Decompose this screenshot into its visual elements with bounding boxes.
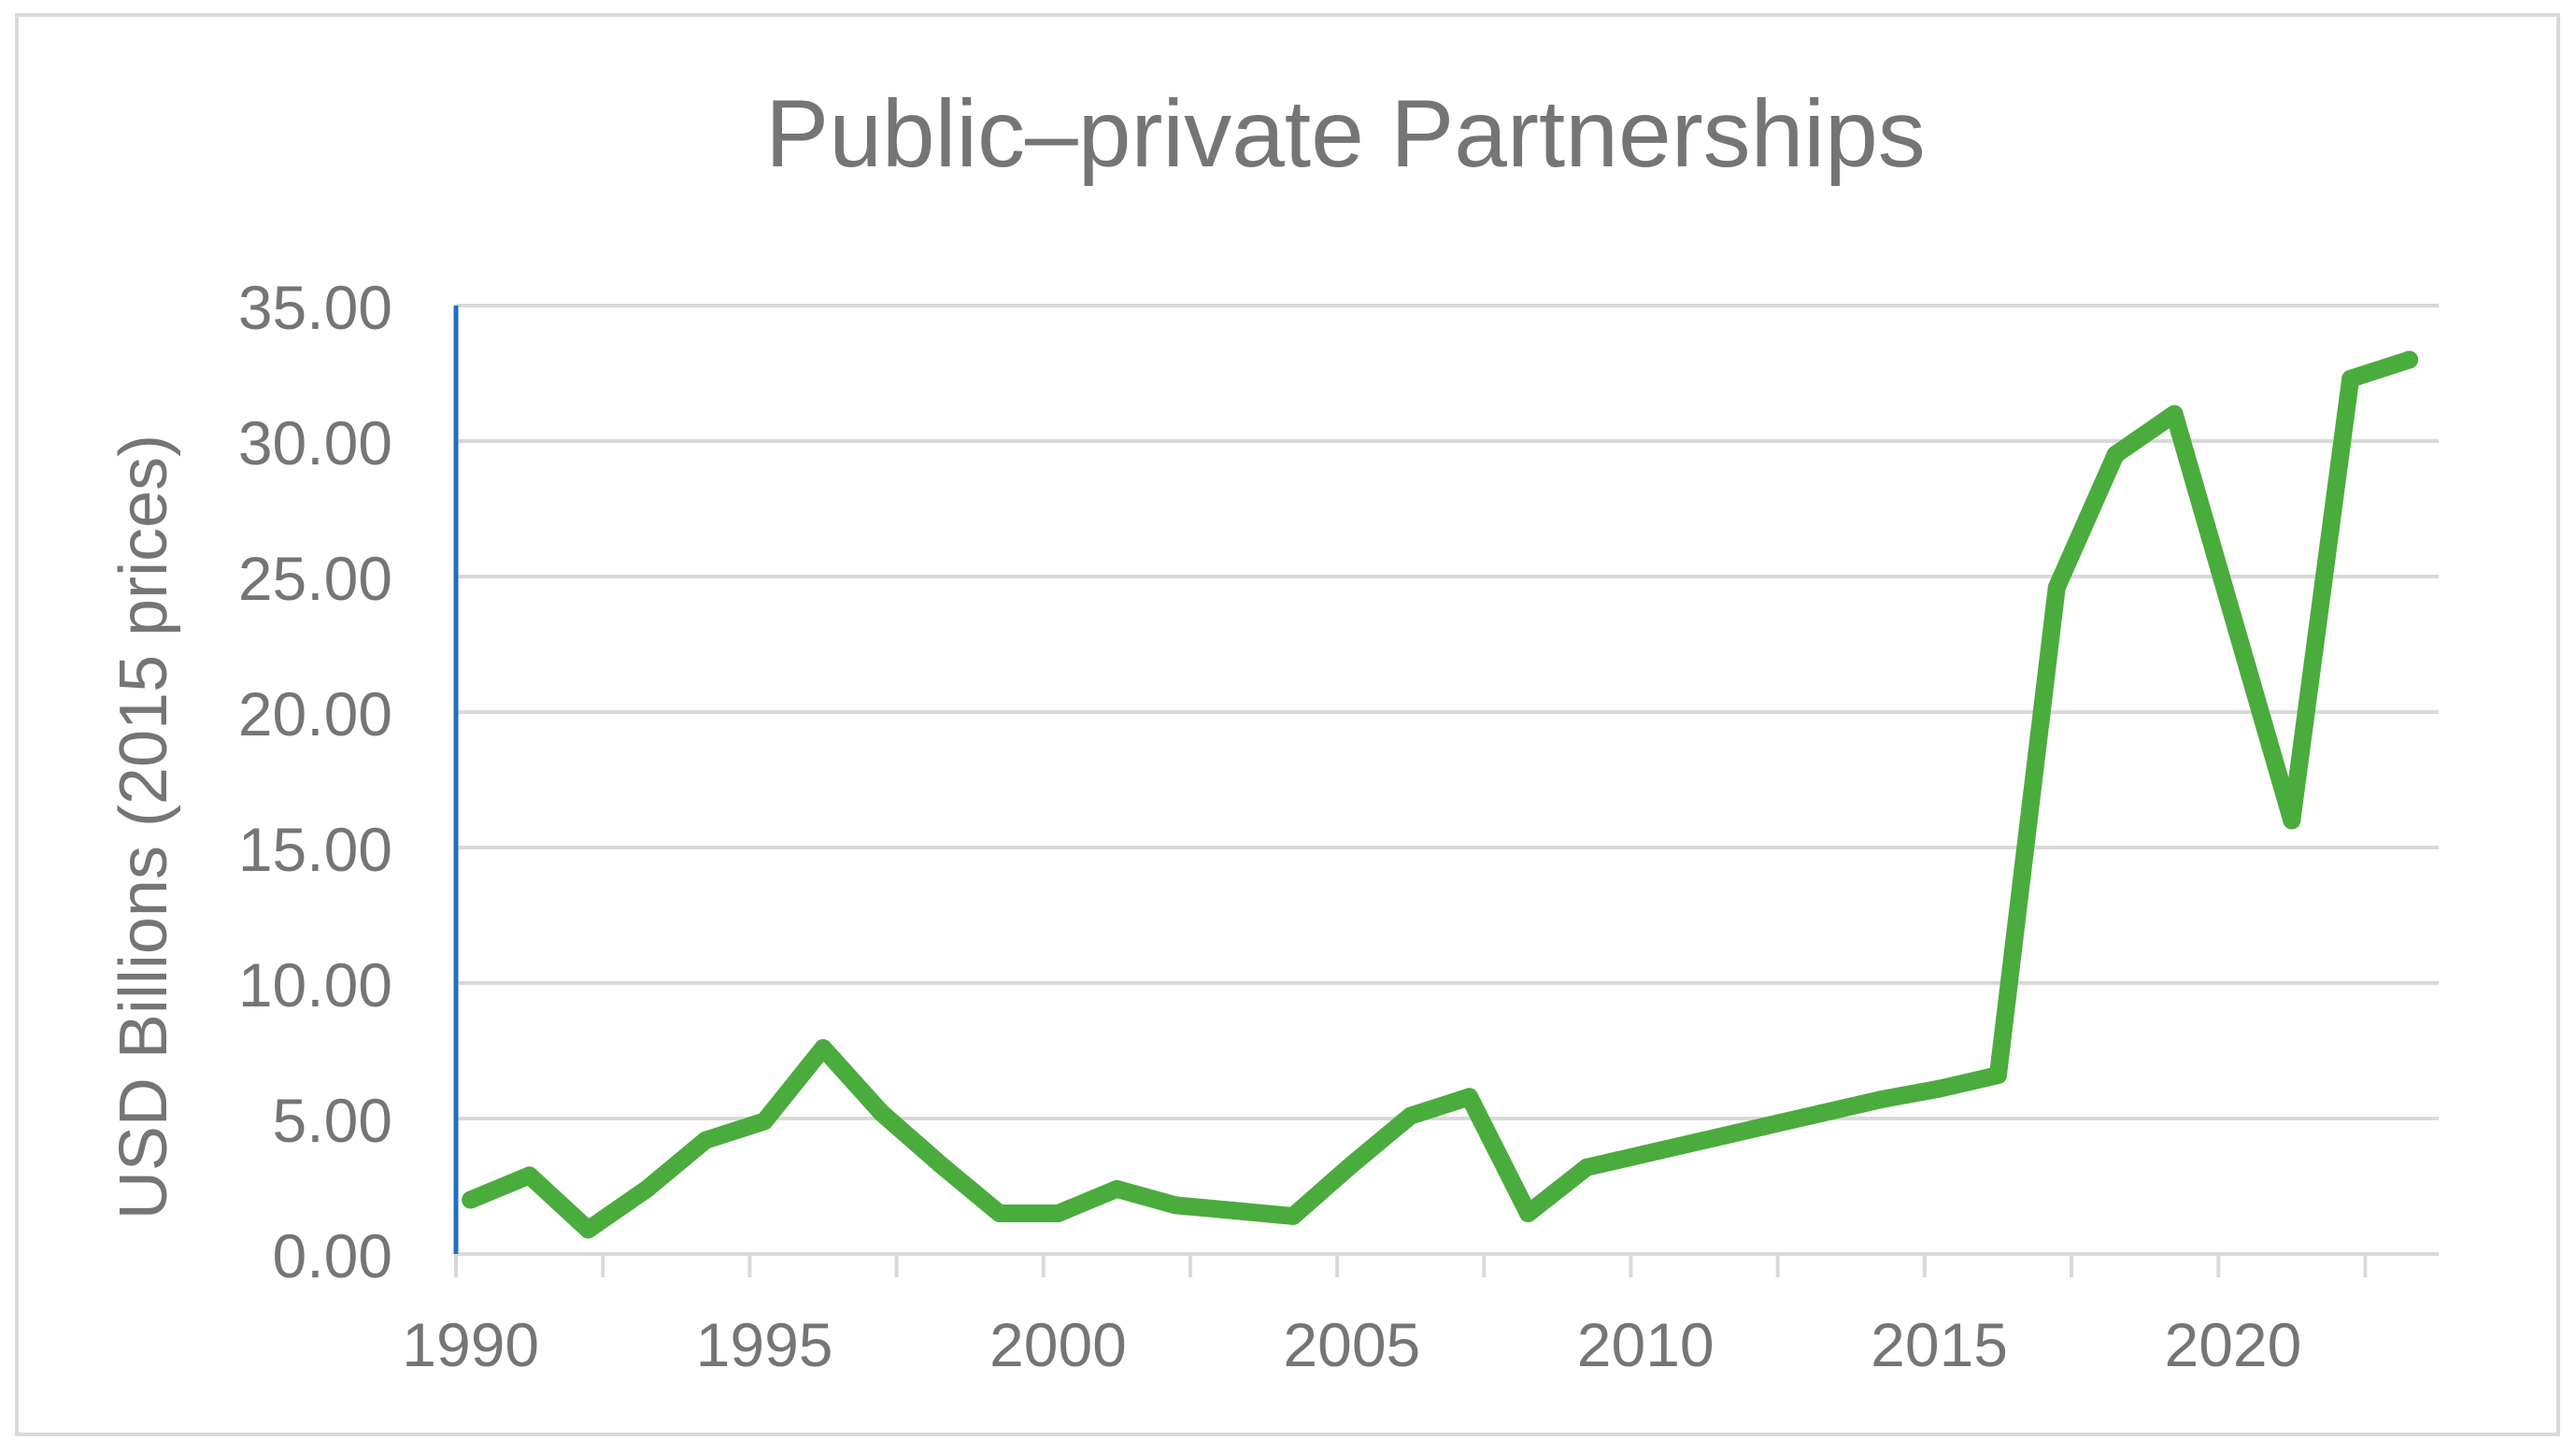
y-tick-label: 5.00 <box>273 1086 392 1155</box>
data-point <box>2224 608 2242 626</box>
data-point <box>1988 1066 2007 1085</box>
data-point <box>1813 1104 1831 1122</box>
data-point <box>873 1104 891 1122</box>
x-tick-labels: 1990 1995 2000 2005 2010 2015 2020 <box>402 1310 2301 1379</box>
data-point <box>755 1112 774 1131</box>
data-point <box>637 1179 656 1198</box>
data-point <box>1695 1131 1714 1149</box>
data-point <box>1343 1155 1361 1174</box>
data-point <box>1048 1205 1067 1222</box>
chart-title: Public–private Partnerships <box>765 80 1926 187</box>
y-tick-label: 0.00 <box>273 1221 392 1290</box>
y-tick-label: 20.00 <box>238 679 392 748</box>
data-point <box>814 1039 833 1058</box>
data-point <box>462 1190 480 1209</box>
x-tick-label: 2010 <box>1577 1310 1715 1379</box>
x-tick-label: 2000 <box>989 1310 1127 1379</box>
data-point <box>578 1220 597 1239</box>
data-point <box>1872 1090 1890 1109</box>
y-tick-label: 25.00 <box>238 544 392 613</box>
data-point <box>2400 350 2419 369</box>
data-point <box>1460 1088 1479 1106</box>
grid-lines <box>456 304 2439 1120</box>
x-tick-label: 2020 <box>2165 1310 2302 1379</box>
data-point <box>1930 1079 1949 1098</box>
y-tick-label: 15.00 <box>238 815 392 884</box>
chart-border <box>15 13 2560 1436</box>
data-point <box>520 1166 539 1185</box>
data-point <box>990 1205 1009 1222</box>
data-point <box>2106 446 2125 463</box>
data-point <box>1518 1205 1537 1222</box>
data-point <box>2047 578 2066 597</box>
data-point <box>1402 1106 1420 1125</box>
x-tick-label: 2005 <box>1283 1310 1420 1379</box>
data-point <box>1225 1202 1244 1220</box>
data-point <box>2283 811 2301 830</box>
data-points <box>462 350 2419 1239</box>
y-tick-label: 10.00 <box>238 950 392 1019</box>
data-point <box>1107 1179 1126 1198</box>
data-point <box>932 1155 950 1174</box>
y-tick-label: 30.00 <box>238 408 392 478</box>
data-point <box>696 1131 715 1149</box>
data-point <box>2341 369 2360 388</box>
x-tick-label: 1995 <box>696 1310 833 1379</box>
x-tick-marks <box>454 1254 2368 1277</box>
series-line <box>462 350 2419 1239</box>
y-tick-labels: 0.00 5.00 10.00 15.00 20.00 25.00 30.00 35.00 <box>238 273 392 1290</box>
y-axis-label: USD Billions (2015 prices) <box>107 435 181 1219</box>
x-tick-label: 1990 <box>402 1310 539 1379</box>
x-tick-label: 2015 <box>1871 1310 2008 1379</box>
data-point <box>1754 1118 1772 1136</box>
y-tick-label: 35.00 <box>238 273 392 342</box>
data-point <box>1636 1145 1655 1163</box>
data-point <box>1577 1158 1596 1176</box>
data-point <box>2165 405 2184 423</box>
data-point <box>1284 1206 1302 1225</box>
data-point <box>1166 1196 1185 1215</box>
